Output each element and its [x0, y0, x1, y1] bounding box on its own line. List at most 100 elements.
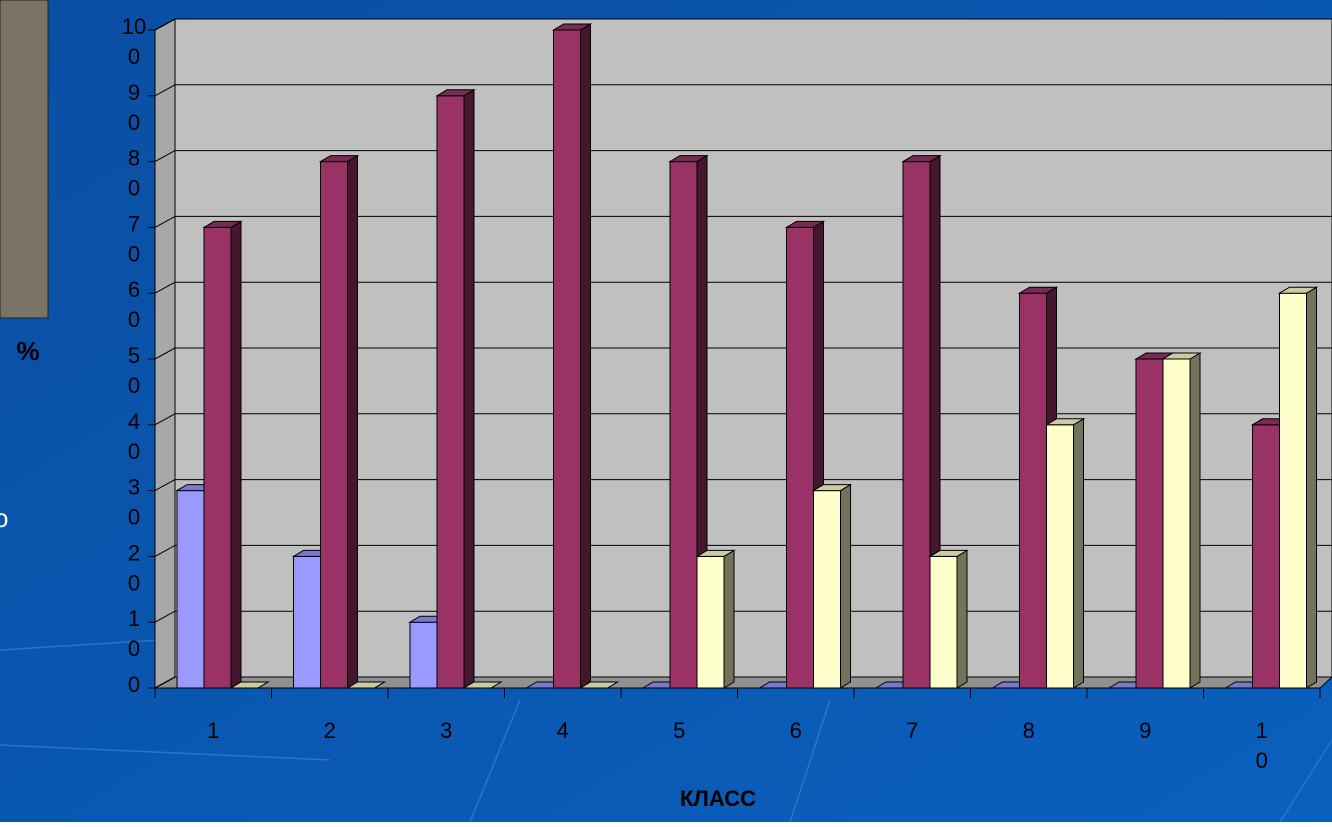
- x-tick-label: 6: [790, 718, 802, 743]
- bar-front: [436, 95, 465, 689]
- bar-top: [318, 155, 360, 163]
- bar-side: [1073, 417, 1084, 689]
- x-tick-label: 4: [557, 718, 569, 743]
- bar-top: [901, 155, 942, 163]
- bar-front: [786, 226, 814, 689]
- bar: [901, 154, 942, 689]
- x-tick-label: 7: [906, 718, 918, 743]
- bar-side: [230, 220, 242, 689]
- bar-top: [435, 89, 476, 97]
- bar-side: [956, 549, 968, 689]
- y-tick-label: 0: [128, 672, 140, 697]
- grid-line-side: [154, 413, 176, 426]
- bar-front: [1135, 358, 1164, 689]
- bar-top: [345, 681, 387, 689]
- bar-top: [1277, 286, 1319, 294]
- bar-front: [553, 29, 581, 689]
- grid-line-side: [154, 215, 176, 228]
- bar: [1161, 352, 1202, 689]
- bar-top: [578, 681, 620, 689]
- bar-side: [463, 88, 475, 689]
- bar: [695, 549, 736, 689]
- bar-top: [811, 484, 853, 492]
- photo: [0, 0, 49, 319]
- y-tick-label: 10 0: [122, 14, 146, 69]
- y-axis-label: %: [16, 336, 39, 366]
- bar-top: [1017, 286, 1059, 294]
- bar: [462, 681, 503, 689]
- bar-front: [696, 555, 725, 689]
- x-axis-label: КЛАСС: [680, 786, 756, 811]
- bar: [551, 23, 593, 689]
- bar-front: [902, 161, 931, 689]
- bar-side: [723, 549, 735, 689]
- bar: [1044, 417, 1086, 689]
- bar-front: [1019, 292, 1047, 689]
- grid-line-side: [154, 281, 176, 294]
- bar-top: [695, 549, 736, 557]
- bar-front: [1279, 292, 1307, 689]
- grid-line-side: [154, 347, 176, 360]
- bar-top: [1044, 418, 1086, 426]
- bar-top: [229, 681, 270, 689]
- bar: [435, 88, 476, 689]
- bar-top: [1161, 352, 1202, 360]
- grid-line-side: [154, 150, 176, 163]
- bar-front: [1162, 358, 1191, 689]
- bar-front: [1046, 424, 1074, 689]
- bar: [345, 681, 387, 689]
- x-tick-label: 2: [324, 718, 336, 743]
- bar-front: [813, 490, 841, 689]
- bar-front: [929, 555, 958, 689]
- bar-side: [347, 154, 358, 689]
- bar: [202, 220, 243, 689]
- bar-front: [293, 555, 321, 689]
- bar-top: [202, 220, 243, 228]
- grid-line-side: [154, 84, 176, 97]
- x-tick-label: 5: [673, 718, 685, 743]
- bar-front: [1252, 424, 1280, 689]
- bar: [229, 681, 270, 689]
- bar: [928, 549, 969, 689]
- x-tick-label: 3: [440, 718, 452, 743]
- bar-top: [784, 220, 826, 228]
- side-fragment: о: [0, 503, 8, 533]
- bar-front: [203, 226, 232, 689]
- bar-top: [462, 681, 503, 689]
- bar-front: [669, 161, 698, 689]
- bar-front: [176, 490, 205, 689]
- bar-front: [320, 161, 348, 689]
- grid-line-side: [154, 544, 176, 557]
- x-tick-label: 9: [1139, 718, 1151, 743]
- bar-side: [1306, 286, 1317, 689]
- bar: [578, 681, 620, 689]
- bar-side: [580, 23, 591, 689]
- bar-top: [668, 155, 709, 163]
- bar-top: [551, 23, 593, 31]
- bar: [318, 154, 360, 689]
- grid-line-side: [154, 676, 176, 689]
- background-lines: [0, 639, 1332, 823]
- bar-top: [928, 549, 969, 557]
- bar-side: [840, 483, 851, 689]
- x-tick-label: 1: [207, 718, 219, 743]
- grid-line-side: [154, 610, 176, 623]
- x-tick-label: 8: [1023, 718, 1035, 743]
- bar-front: [409, 621, 438, 689]
- grid-line-side: [154, 18, 176, 31]
- bar: [811, 483, 853, 689]
- grid-line-side: [154, 479, 176, 492]
- bar: [1277, 286, 1319, 689]
